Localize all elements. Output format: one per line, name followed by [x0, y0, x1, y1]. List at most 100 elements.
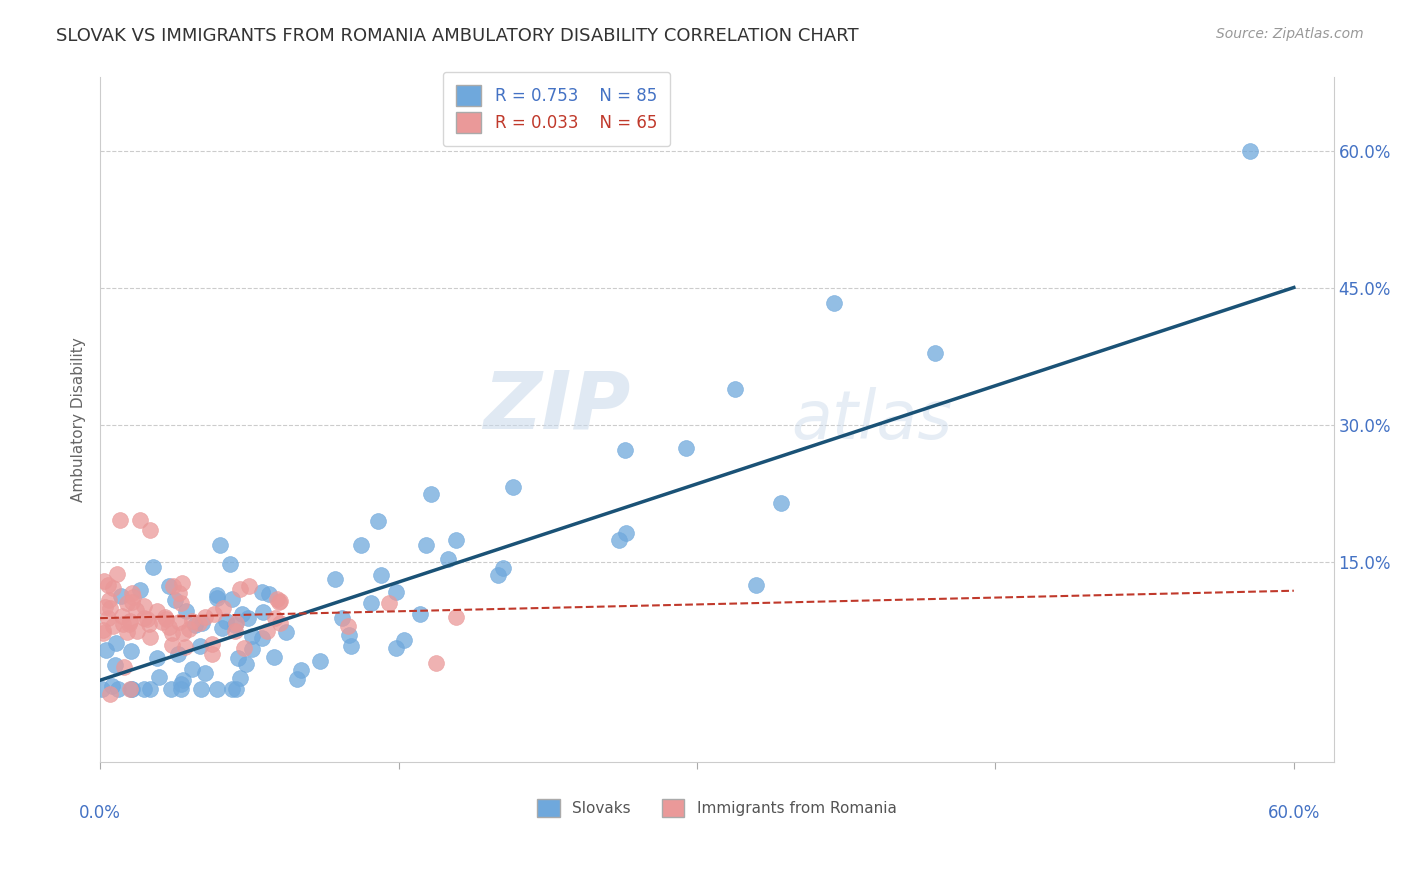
Y-axis label: Ambulatory Disability: Ambulatory Disability — [72, 337, 86, 502]
Point — [266, 592, 288, 607]
Point — [724, 383, 747, 397]
Point — [823, 295, 845, 310]
Point — [108, 513, 131, 527]
Point — [201, 647, 224, 661]
Point — [231, 607, 253, 622]
Point — [205, 591, 228, 606]
Point — [1239, 144, 1261, 158]
Point — [142, 559, 165, 574]
Point — [125, 603, 148, 617]
Text: 0.0%: 0.0% — [79, 804, 121, 822]
Point — [194, 609, 217, 624]
Point — [236, 611, 259, 625]
Point — [181, 615, 204, 629]
Point — [211, 601, 233, 615]
Point — [134, 599, 156, 613]
Point — [105, 566, 128, 581]
Point — [94, 599, 117, 614]
Point — [162, 579, 184, 593]
Point — [93, 626, 115, 640]
Point — [167, 615, 190, 629]
Point — [240, 642, 263, 657]
Point — [94, 643, 117, 657]
Point — [120, 682, 142, 697]
Point — [924, 346, 946, 360]
Point — [200, 637, 222, 651]
Point — [174, 604, 197, 618]
Point — [238, 578, 260, 592]
Point — [221, 682, 243, 697]
Point — [170, 677, 193, 691]
Point — [97, 610, 120, 624]
Point — [101, 619, 124, 633]
Point — [177, 623, 200, 637]
Point — [229, 671, 252, 685]
Point — [330, 611, 353, 625]
Point — [378, 596, 401, 610]
Point — [224, 618, 246, 632]
Point — [209, 538, 232, 552]
Legend: Slovaks, Immigrants from Romania: Slovaks, Immigrants from Romania — [531, 792, 903, 823]
Point — [337, 628, 360, 642]
Point — [188, 639, 211, 653]
Point — [162, 638, 184, 652]
Point — [267, 595, 290, 609]
Point — [226, 651, 249, 665]
Point — [360, 596, 382, 610]
Point — [486, 568, 509, 582]
Point — [745, 577, 768, 591]
Point — [111, 616, 134, 631]
Point — [492, 560, 515, 574]
Point — [229, 582, 252, 596]
Point — [263, 649, 285, 664]
Point — [409, 607, 432, 621]
Point — [207, 588, 229, 602]
Point — [415, 538, 437, 552]
Point — [91, 682, 114, 697]
Point — [425, 657, 447, 671]
Point — [101, 679, 124, 693]
Point — [118, 616, 141, 631]
Point — [155, 612, 177, 626]
Point — [259, 587, 281, 601]
Point — [160, 625, 183, 640]
Point — [264, 611, 287, 625]
Point — [370, 568, 392, 582]
Point — [150, 615, 173, 630]
Point — [252, 585, 274, 599]
Point — [159, 682, 181, 697]
Point — [167, 586, 190, 600]
Point — [350, 538, 373, 552]
Point — [167, 648, 190, 662]
Point — [172, 575, 194, 590]
Point — [309, 654, 332, 668]
Point — [174, 640, 197, 655]
Point — [614, 442, 637, 457]
Point — [118, 614, 141, 628]
Point — [93, 574, 115, 588]
Text: atlas: atlas — [792, 387, 952, 453]
Point — [172, 673, 194, 687]
Point — [138, 617, 160, 632]
Point — [128, 582, 150, 597]
Point — [607, 533, 630, 548]
Point — [139, 523, 162, 537]
Point — [121, 682, 143, 697]
Point — [207, 682, 229, 697]
Point — [215, 614, 238, 628]
Point — [153, 609, 176, 624]
Point — [170, 682, 193, 697]
Point — [136, 612, 159, 626]
Point — [157, 620, 180, 634]
Point — [188, 615, 211, 630]
Point — [219, 557, 242, 571]
Point — [172, 626, 194, 640]
Point — [385, 585, 408, 599]
Point — [250, 631, 273, 645]
Text: SLOVAK VS IMMIGRANTS FROM ROMANIA AMBULATORY DISABILITY CORRELATION CHART: SLOVAK VS IMMIGRANTS FROM ROMANIA AMBULA… — [56, 27, 859, 45]
Point — [191, 615, 214, 630]
Text: 60.0%: 60.0% — [1268, 804, 1320, 822]
Point — [290, 663, 312, 677]
Point — [121, 586, 143, 600]
Point — [446, 533, 468, 548]
